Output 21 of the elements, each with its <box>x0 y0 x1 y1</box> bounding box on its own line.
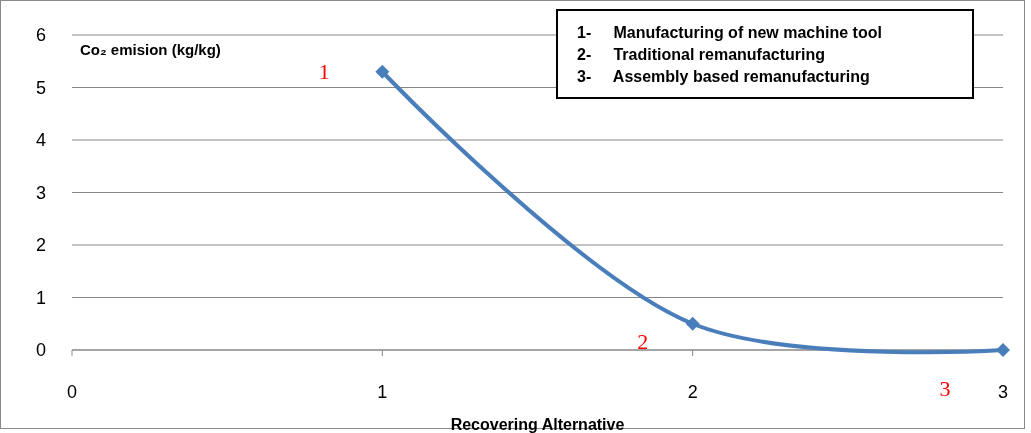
y-tick-label: 4 <box>35 130 46 151</box>
y-tick-label: 5 <box>35 77 46 98</box>
y-axis-title: Co₂ emision (kg/kg) <box>80 41 221 58</box>
y-tick-label: 0 <box>35 340 46 361</box>
x-axis-title: Recovering Alternative <box>450 416 625 433</box>
y-tick-label: 3 <box>35 182 46 203</box>
point <box>685 316 700 331</box>
annotation: 1 <box>318 59 330 85</box>
annotation: 3- Assembly based remanufacturing <box>577 68 870 85</box>
annotation: 2 <box>637 329 649 355</box>
x-tick-label: 2 <box>687 382 698 402</box>
annotation: 2- Traditional remanufacturing <box>577 46 826 63</box>
point <box>375 64 390 79</box>
y-tick-label: 6 <box>35 25 46 46</box>
x-tick-label: 3 <box>997 382 1009 402</box>
y-tick-label: 1 <box>35 287 46 308</box>
point <box>996 343 1010 357</box>
x-tick-label: 1 <box>377 382 388 402</box>
annotation: 1- Manufacturing of new machine tool <box>577 24 882 41</box>
x-tick-label: 0 <box>66 382 78 402</box>
y-tick-label: 2 <box>35 235 46 256</box>
